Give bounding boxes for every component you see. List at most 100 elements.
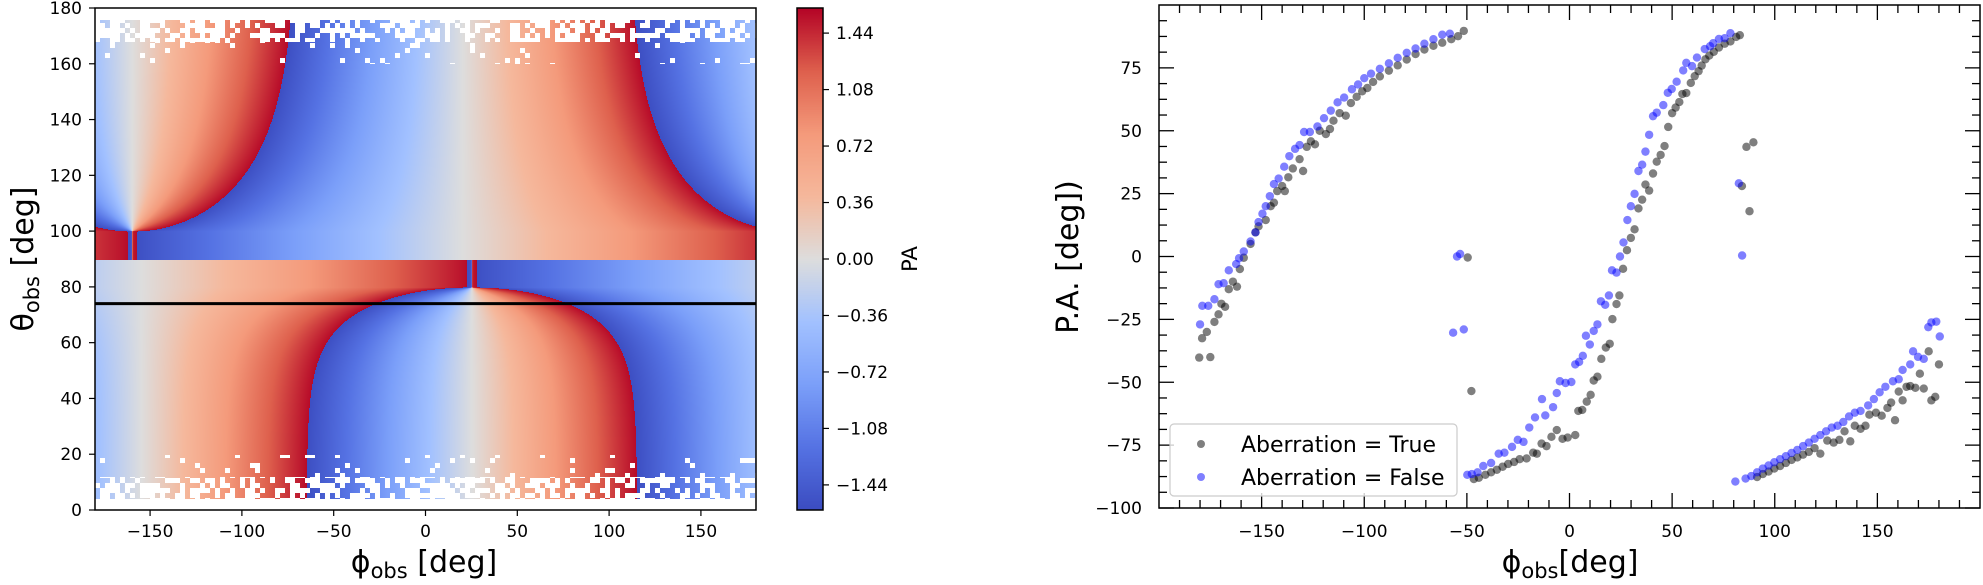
data-point <box>1202 327 1212 337</box>
y-tick-label: 160 <box>50 55 82 75</box>
data-point <box>1742 142 1751 152</box>
data-point <box>1198 301 1207 310</box>
data-point <box>1219 278 1228 288</box>
data-point <box>1448 328 1458 337</box>
x-tick-label: 0 <box>1564 522 1575 542</box>
data-point <box>1195 353 1204 362</box>
series-aberration-true <box>1195 26 1944 484</box>
data-point <box>1420 45 1429 54</box>
data-point <box>1648 169 1658 178</box>
data-point <box>1541 411 1550 420</box>
data-point <box>1593 372 1602 381</box>
y-tick-label: 80 <box>60 278 82 298</box>
data-point <box>1692 53 1702 62</box>
data-point <box>1875 388 1884 397</box>
data-point <box>1686 78 1696 88</box>
data-point <box>1637 195 1647 204</box>
x-label-main: ϕ <box>351 545 371 580</box>
data-point <box>1622 246 1632 255</box>
data-point <box>1835 435 1844 445</box>
data-point <box>1672 77 1681 86</box>
data-point <box>1894 375 1903 384</box>
data-point <box>1197 334 1207 343</box>
data-point <box>1479 461 1488 471</box>
data-point <box>1254 217 1263 227</box>
data-point <box>1459 325 1468 334</box>
data-point <box>1393 53 1402 63</box>
data-point <box>1298 166 1308 176</box>
data-point <box>1735 30 1745 40</box>
data-point <box>1749 138 1758 147</box>
data-point <box>1720 33 1729 43</box>
colorbar-tick-label: −1.44 <box>836 476 888 496</box>
x-label-sub: obs <box>371 559 408 583</box>
data-point <box>1261 202 1270 211</box>
legend: Aberration = True Aberration = False <box>1169 423 1458 497</box>
data-point <box>1329 116 1338 125</box>
data-point <box>1319 113 1329 123</box>
data-point <box>1567 377 1576 387</box>
y-tick-label: −25 <box>1106 310 1142 330</box>
data-point <box>1823 436 1832 445</box>
data-point <box>1708 39 1718 48</box>
data-point <box>1877 411 1886 420</box>
data-point <box>1232 282 1242 291</box>
x-tick-label: −100 <box>219 522 266 542</box>
data-point <box>1542 441 1551 451</box>
x-label-unit: [deg] <box>408 545 498 580</box>
data-point <box>1898 396 1907 405</box>
data-point <box>1667 84 1676 94</box>
x-label-main: ϕ <box>1502 545 1522 580</box>
data-point <box>1585 340 1595 349</box>
data-point <box>1593 320 1602 329</box>
colorbar-tick-label: −0.72 <box>836 363 888 383</box>
data-point <box>1305 127 1315 137</box>
x-label-unit: [deg] <box>1558 545 1638 580</box>
data-point <box>1911 383 1920 392</box>
data-point <box>1402 55 1411 64</box>
data-point <box>1258 209 1267 218</box>
right-x-axis-label: ϕobs[deg] <box>1502 545 1639 583</box>
y-tick-label: 75 <box>1120 59 1142 79</box>
data-point <box>1239 247 1248 256</box>
data-point <box>1574 357 1584 367</box>
data-point <box>1325 124 1335 134</box>
data-point <box>1634 204 1643 213</box>
data-point <box>1810 443 1819 453</box>
data-point <box>1537 394 1547 404</box>
data-point <box>1375 64 1385 74</box>
y-tick-label: −50 <box>1106 373 1142 393</box>
data-point <box>1353 80 1363 89</box>
data-point <box>1894 387 1903 396</box>
x-tick-label: 150 <box>1861 522 1893 542</box>
colorbar-gradient <box>797 8 823 510</box>
y-label-main: θ <box>6 313 41 331</box>
data-point <box>1618 264 1628 274</box>
data-point <box>1612 299 1621 309</box>
data-point <box>1532 449 1542 458</box>
data-point <box>1368 77 1378 87</box>
data-point <box>1890 416 1900 425</box>
data-point <box>1280 186 1290 196</box>
data-point <box>1486 458 1496 468</box>
colorbar: 1.44 1.08 0.72 0.36 0.00 −0.36 −0.72 −1.08 −1.44 <box>796 7 888 511</box>
data-point <box>1420 39 1429 48</box>
data-point <box>1288 164 1298 173</box>
data-point <box>1269 198 1279 207</box>
data-point <box>1861 421 1870 430</box>
y-tick-label: 0 <box>1131 248 1142 268</box>
data-point <box>1220 302 1230 311</box>
x-tick-label: 50 <box>506 522 528 542</box>
colorbar-frame <box>796 7 824 511</box>
data-point <box>1384 59 1394 68</box>
data-point <box>1935 332 1944 341</box>
data-point <box>1919 384 1928 393</box>
right-scatter-axes: −150 −100 −50 0 50 100 150 −100 −75 −50 −25 0 25 50 75 <box>1095 4 1981 542</box>
data-point <box>1265 191 1275 201</box>
data-point <box>1934 360 1944 369</box>
data-point <box>1360 73 1369 83</box>
y-tick-label: 40 <box>60 389 82 409</box>
x-tick-label: 150 <box>685 522 717 542</box>
data-point <box>1644 130 1654 139</box>
data-point <box>1605 339 1614 348</box>
